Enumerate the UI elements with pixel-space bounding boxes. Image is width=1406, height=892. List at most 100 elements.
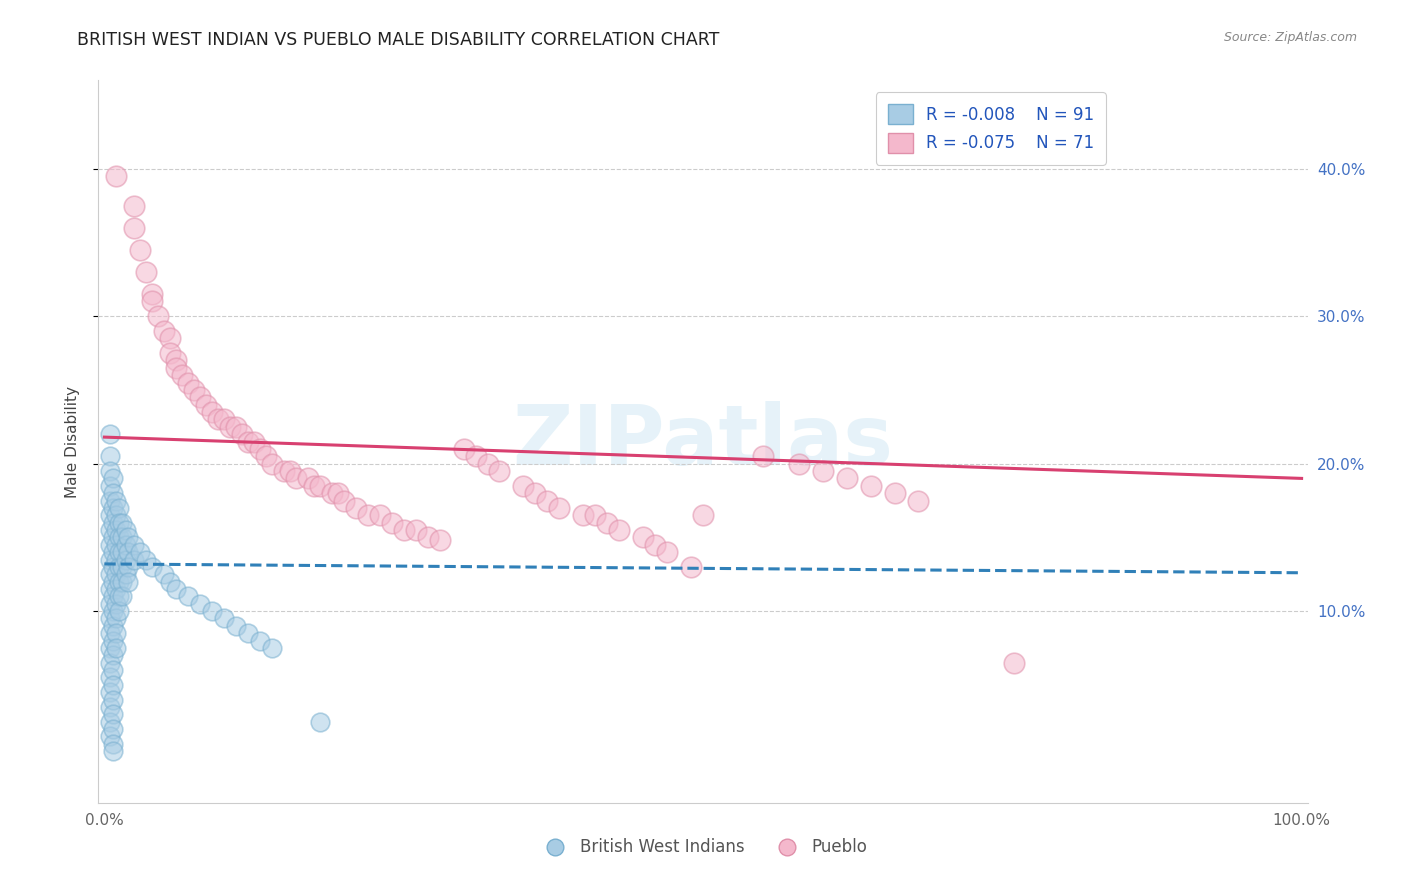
Point [333, 493, 356, 508]
Point [243, 434, 266, 449]
Point [201, 604, 224, 618]
Point [105, 523, 128, 537]
Point [117, 560, 139, 574]
Point [135, 265, 157, 279]
Point [572, 508, 595, 523]
Point [225, 419, 247, 434]
Point [101, 486, 124, 500]
Point [101, 633, 124, 648]
Point [752, 450, 775, 464]
Point [101, 692, 124, 706]
Point [260, 457, 283, 471]
Point [188, 597, 211, 611]
Point [188, 390, 211, 404]
Point [225, 619, 247, 633]
Point [787, 457, 810, 471]
Point [512, 479, 534, 493]
Point [101, 744, 124, 758]
Point [644, 538, 666, 552]
Point [357, 508, 380, 523]
Point [100, 508, 122, 523]
Point [124, 220, 146, 235]
Point [111, 545, 134, 559]
Point [100, 730, 122, 744]
Point [100, 538, 122, 552]
Point [101, 678, 124, 692]
Point [101, 722, 124, 736]
Point [207, 412, 229, 426]
Point [153, 324, 176, 338]
Point [124, 199, 146, 213]
Point [177, 376, 200, 390]
Point [105, 611, 128, 625]
Point [524, 486, 547, 500]
Point [105, 597, 128, 611]
Point [148, 309, 170, 323]
Point [100, 597, 122, 611]
Point [115, 523, 138, 537]
Point [101, 516, 124, 530]
Point [368, 508, 391, 523]
Point [100, 714, 122, 729]
Point [129, 545, 152, 559]
Point [859, 479, 882, 493]
Point [100, 582, 122, 596]
Legend: British West Indians, Pueblo: British West Indians, Pueblo [531, 831, 875, 863]
Point [464, 450, 486, 464]
Point [100, 656, 122, 670]
Point [117, 545, 139, 559]
Point [101, 707, 124, 722]
Point [607, 523, 630, 537]
Point [429, 533, 451, 548]
Point [100, 567, 122, 582]
Point [129, 243, 152, 257]
Point [153, 567, 176, 582]
Point [100, 685, 122, 699]
Point [219, 419, 242, 434]
Point [165, 353, 187, 368]
Point [1002, 656, 1025, 670]
Point [107, 604, 129, 618]
Point [105, 640, 128, 655]
Point [100, 523, 122, 537]
Point [107, 530, 129, 544]
Point [212, 412, 235, 426]
Point [105, 493, 128, 508]
Point [309, 479, 332, 493]
Point [273, 464, 295, 478]
Point [254, 450, 277, 464]
Point [326, 486, 349, 500]
Point [907, 493, 929, 508]
Point [100, 640, 122, 655]
Point [100, 479, 122, 493]
Point [107, 516, 129, 530]
Text: BRITISH WEST INDIAN VS PUEBLO MALE DISABILITY CORRELATION CHART: BRITISH WEST INDIAN VS PUEBLO MALE DISAB… [77, 31, 720, 49]
Point [111, 560, 134, 574]
Point [297, 471, 319, 485]
Point [107, 590, 129, 604]
Point [141, 294, 163, 309]
Point [381, 516, 404, 530]
Point [101, 500, 124, 515]
Point [141, 560, 163, 574]
Point [249, 633, 271, 648]
Point [172, 368, 194, 383]
Point [101, 604, 124, 618]
Point [195, 398, 218, 412]
Point [100, 700, 122, 714]
Point [100, 552, 122, 566]
Point [883, 486, 905, 500]
Point [548, 500, 571, 515]
Point [100, 626, 122, 640]
Point [100, 493, 122, 508]
Point [105, 538, 128, 552]
Point [201, 405, 224, 419]
Point [100, 427, 122, 442]
Point [631, 530, 654, 544]
Point [260, 640, 283, 655]
Point [105, 626, 128, 640]
Point [284, 471, 307, 485]
Point [111, 574, 134, 589]
Point [159, 574, 181, 589]
Point [111, 516, 134, 530]
